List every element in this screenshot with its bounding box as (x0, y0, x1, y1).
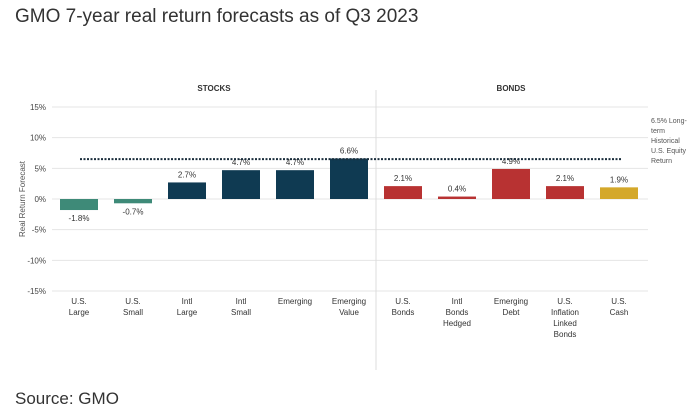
y-tick-label: -10% (27, 256, 46, 265)
reference-line: 6.5% Long-term Historical U.S. Equity Retur… (80, 118, 687, 165)
y-tick-label: 5% (34, 164, 46, 173)
y-axis-label: Real Return Forecast (18, 160, 27, 237)
value-label: 0.4% (448, 185, 466, 194)
y-tick-label: 10% (30, 134, 46, 143)
y-tick-labels: 15% 10% 5% 0% -5% -10% -15% (27, 103, 46, 296)
group-labels: STOCKS BONDS (197, 84, 526, 93)
group-label: STOCKS (197, 84, 231, 93)
x-tick-label: U.S. Small (123, 297, 143, 317)
x-tick-label: Intl Small (231, 297, 251, 317)
y-tick-label: -5% (32, 226, 46, 235)
source-caption: Source: GMO (15, 389, 119, 408)
x-tick-label: Intl Large (177, 297, 198, 317)
x-tick-label: Emerging Debt (494, 297, 528, 317)
value-label: 1.9% (610, 175, 628, 184)
bar (492, 168, 530, 199)
bar (276, 170, 314, 199)
value-label: 2.7% (178, 170, 196, 179)
value-label: 6.6% (340, 147, 358, 156)
x-tick-label: Emerging Value (332, 297, 366, 317)
x-tick-label: U.S. Large (69, 297, 90, 317)
x-tick-label: U.S. Bonds (392, 297, 415, 317)
y-tick-label: 0% (34, 195, 46, 204)
value-label: 4.7% (232, 158, 250, 167)
group-label: BONDS (497, 84, 527, 93)
bar (546, 186, 584, 199)
bars (60, 158, 638, 211)
bar (330, 158, 368, 199)
x-tick-label: Intl Bonds Hedged (443, 297, 471, 328)
y-tick-label: 15% (30, 103, 46, 112)
reference-line-label: 6.5% Long-term Historical U.S. Equity Retur… (651, 118, 687, 165)
gridlines (52, 90, 648, 370)
value-label: -0.7% (123, 207, 144, 216)
bar (600, 187, 638, 199)
bar (438, 196, 476, 199)
bar (384, 186, 422, 199)
y-tick-label: -15% (27, 287, 46, 296)
value-labels: -1.8% -0.7% 2.7% 4.7% 4.7% 6.6% 2.1% 0.4% 4.9% 2.… (69, 147, 629, 224)
bar (60, 199, 98, 211)
bar (168, 182, 206, 199)
value-label: 2.1% (394, 174, 412, 183)
chart-title: GMO 7-year real return forecasts as of Q… (15, 6, 419, 27)
x-tick-label: Emerging (278, 297, 312, 306)
value-label: -1.8% (69, 214, 90, 223)
value-label: 4.9% (502, 157, 520, 166)
x-tick-label: U.S. Cash (610, 297, 629, 317)
bar (114, 199, 152, 204)
value-label: 2.1% (556, 174, 574, 183)
x-tick-labels: U.S. Large U.S. Small Intl Large Intl Small Emer… (69, 297, 629, 339)
value-label: 4.7% (286, 158, 304, 167)
bar (222, 170, 260, 199)
x-tick-label: U.S. Inflation Linked Bonds (551, 297, 579, 339)
